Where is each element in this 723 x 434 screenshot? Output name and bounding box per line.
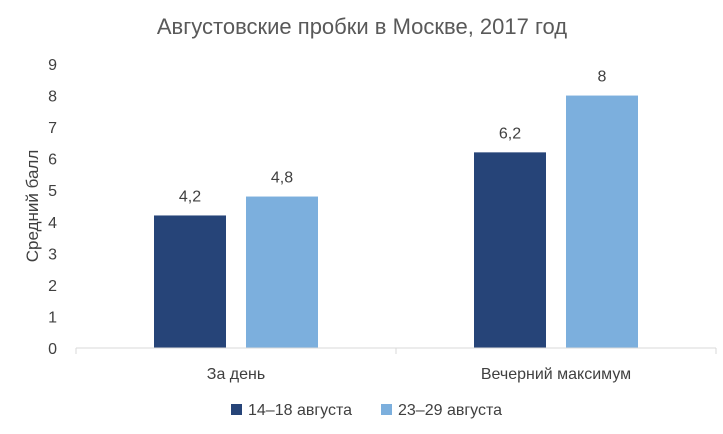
legend-label: 14–18 августа [248,402,352,419]
bar-2-2 [566,95,638,348]
y-axis-label: Средний балл [23,150,42,262]
x-axis-labels: За день Вечерний максимум [207,366,631,383]
y-tick-label: 8 [48,89,57,106]
bars [154,95,638,348]
legend-label: 23–29 августа [398,402,502,419]
bar-value-label: 4,8 [271,170,293,187]
x-category-label: За день [207,366,265,383]
y-tick-label: 4 [48,215,57,232]
bar-value-label: 4,2 [179,188,201,205]
x-category-label: Вечерний максимум [481,366,631,383]
x-axis [75,347,717,354]
bar-value-label: 8 [598,69,607,86]
y-tick-label: 0 [48,341,57,358]
chart-title: Августовские пробки в Москве, 2017 год [157,14,567,39]
legend-swatch [231,404,242,415]
data-labels: 4,2 4,8 6,2 8 [179,69,607,206]
y-axis-ticks: 0 1 2 3 4 5 6 7 8 9 [48,57,57,358]
legend: 14–18 августа 23–29 августа [231,402,502,419]
y-tick-label: 6 [48,152,57,169]
bar-1-2 [474,152,546,348]
bar-value-label: 6,2 [499,125,521,142]
bar-1-1 [154,215,226,348]
legend-swatch [381,404,392,415]
y-tick-label: 5 [48,183,57,200]
y-tick-label: 3 [48,246,57,263]
y-tick-label: 9 [48,57,57,74]
y-tick-label: 7 [48,120,57,137]
bar-2-1 [246,196,318,348]
y-tick-label: 1 [48,309,57,326]
y-tick-label: 2 [48,278,57,295]
